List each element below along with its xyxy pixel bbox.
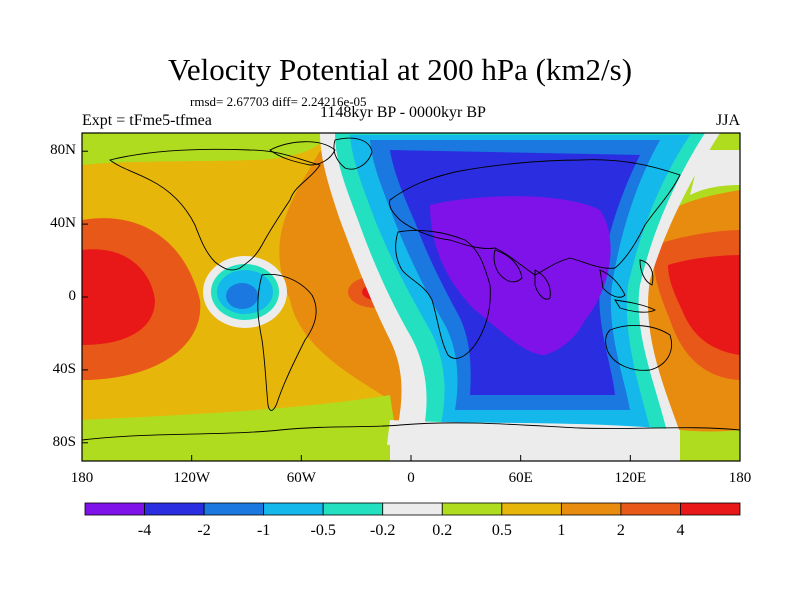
- x-tick-label: 180: [70, 470, 94, 486]
- colorbar-swatch: [501, 502, 562, 516]
- y-tick-label: 40S: [52, 360, 76, 377]
- y-tick-label: 80N: [50, 142, 76, 159]
- colorbar-swatch: [680, 502, 741, 516]
- plot-title: Velocity Potential at 200 hPa (km2/s): [167, 52, 633, 87]
- coastlines: [82, 137, 740, 441]
- colorbar-swatch: [84, 502, 145, 516]
- colorbar-swatch: [560, 502, 622, 516]
- contour-field: [82, 133, 740, 461]
- period-label: 1148kyr BP - 0000kyr BP: [320, 104, 486, 121]
- axis-ticks: [81, 150, 741, 461]
- stats-label: rmsd= 2.67703 diff= 2.24216e-05: [190, 94, 367, 109]
- colorbar-swatch: [263, 502, 324, 516]
- colorbar-swatch: [620, 502, 681, 516]
- colorbar-label: -0.2: [370, 522, 396, 539]
- colorbar-swatch: [382, 502, 443, 516]
- colorbar-swatch: [203, 502, 265, 516]
- x-tick-label: 0: [407, 470, 415, 486]
- experiment-label: Expt = tFme5-tfmea: [82, 112, 212, 129]
- colorbar-label: -2: [197, 522, 211, 539]
- x-tick-label: 180: [728, 470, 752, 486]
- colorbar-label: 0.5: [491, 522, 512, 539]
- colorbar-swatch: [322, 502, 384, 516]
- colorbar-label: 0.2: [432, 522, 453, 539]
- colorbar-label: 2: [616, 522, 625, 539]
- x-tick-label: 60W: [286, 470, 316, 486]
- colorbar-swatch: [144, 502, 205, 516]
- colorbar-label: 4: [676, 522, 685, 539]
- y-tick-label: 0: [68, 288, 77, 304]
- colorbar-swatch: [441, 502, 503, 516]
- season-label: JJA: [715, 112, 740, 129]
- y-tick-label: 40N: [50, 215, 76, 232]
- x-tick-label: 120E: [614, 470, 647, 486]
- x-tick-label: 60E: [508, 470, 533, 486]
- x-tick-label: 120W: [173, 470, 210, 486]
- colorbar-label: -1: [256, 522, 271, 539]
- colorbar-label: -4: [137, 522, 152, 539]
- colorbar-label: 1: [557, 522, 566, 539]
- colorbar-label: -0.5: [310, 522, 336, 539]
- y-tick-label: 80S: [52, 433, 76, 450]
- colorbar: [84, 502, 741, 516]
